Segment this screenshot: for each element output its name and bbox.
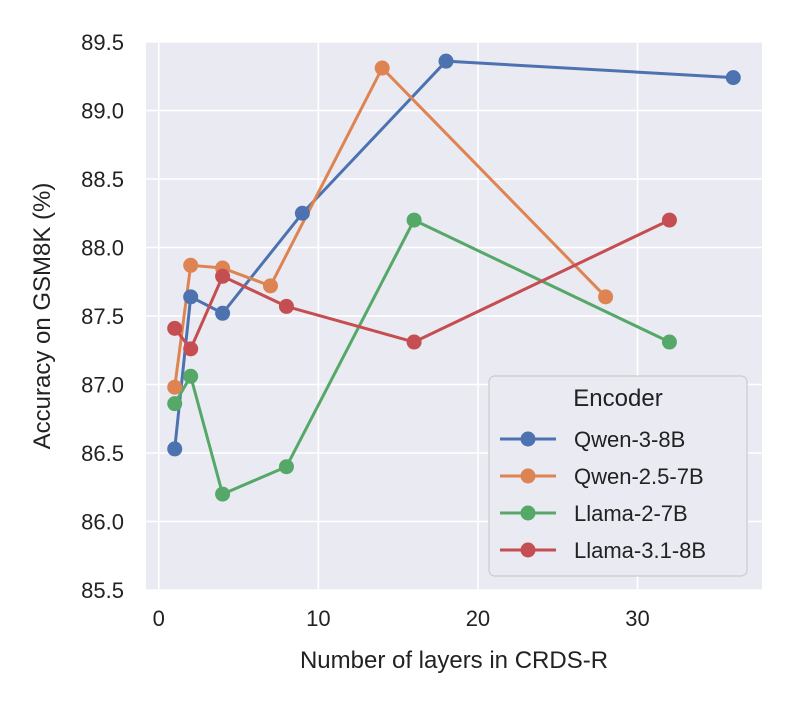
y-tick-label: 88.5 — [81, 167, 124, 192]
data-point — [183, 257, 199, 273]
y-tick-label: 87.5 — [81, 304, 124, 329]
y-axis-label: Accuracy on GSM8K (%) — [29, 183, 56, 450]
data-point — [167, 396, 183, 412]
y-tick-label: 89.0 — [81, 99, 124, 124]
x-tick-label: 10 — [306, 606, 330, 631]
data-point — [183, 368, 199, 384]
data-point — [598, 289, 614, 305]
data-point — [406, 212, 422, 228]
legend-item-label: Qwen-3-8B — [574, 427, 685, 452]
data-point — [262, 278, 278, 294]
data-point — [406, 334, 422, 350]
legend-item-label: Llama-3.1-8B — [574, 538, 706, 563]
x-axis-label: Number of layers in CRDS-R — [300, 647, 608, 674]
x-tick-label: 30 — [625, 606, 649, 631]
y-tick-label: 85.5 — [81, 578, 124, 603]
series-line-qwen-3-8b — [173, 59, 734, 450]
legend-marker — [520, 431, 536, 447]
data-point — [661, 334, 677, 350]
legend-marker — [520, 505, 536, 521]
data-point — [183, 341, 199, 357]
x-tick-label: 20 — [466, 606, 490, 631]
legend-item-label: Qwen-2.5-7B — [574, 464, 704, 489]
legend-marker — [520, 468, 536, 484]
y-tick-label: 87.0 — [81, 373, 124, 398]
data-point — [167, 320, 183, 336]
data-point — [215, 268, 231, 284]
data-point — [278, 298, 294, 314]
legend: Encoder Qwen-3-8B Qwen-2.5-7B Llama-2-7B Ll… — [488, 375, 748, 577]
legend-item-label: Llama-2-7B — [574, 501, 688, 526]
y-tick-label: 89.5 — [81, 30, 124, 55]
y-tick-label: 86.0 — [81, 510, 124, 535]
legend-box — [488, 375, 748, 577]
data-point — [183, 289, 199, 305]
y-tick-label: 86.5 — [81, 441, 124, 466]
series-line-qwen-2-5-7b — [173, 66, 607, 388]
data-point — [167, 379, 183, 395]
data-point — [661, 212, 677, 228]
data-point — [167, 441, 183, 457]
y-tick-label: 88.0 — [81, 236, 124, 261]
data-point — [215, 305, 231, 321]
x-tick-label: 0 — [153, 606, 165, 631]
legend-marker — [520, 542, 536, 558]
data-point — [215, 486, 231, 502]
data-point — [374, 60, 390, 76]
data-point — [278, 459, 294, 475]
data-point — [725, 70, 741, 86]
legend-title: Encoder — [573, 385, 662, 412]
data-point — [294, 205, 310, 221]
data-point — [438, 53, 454, 69]
